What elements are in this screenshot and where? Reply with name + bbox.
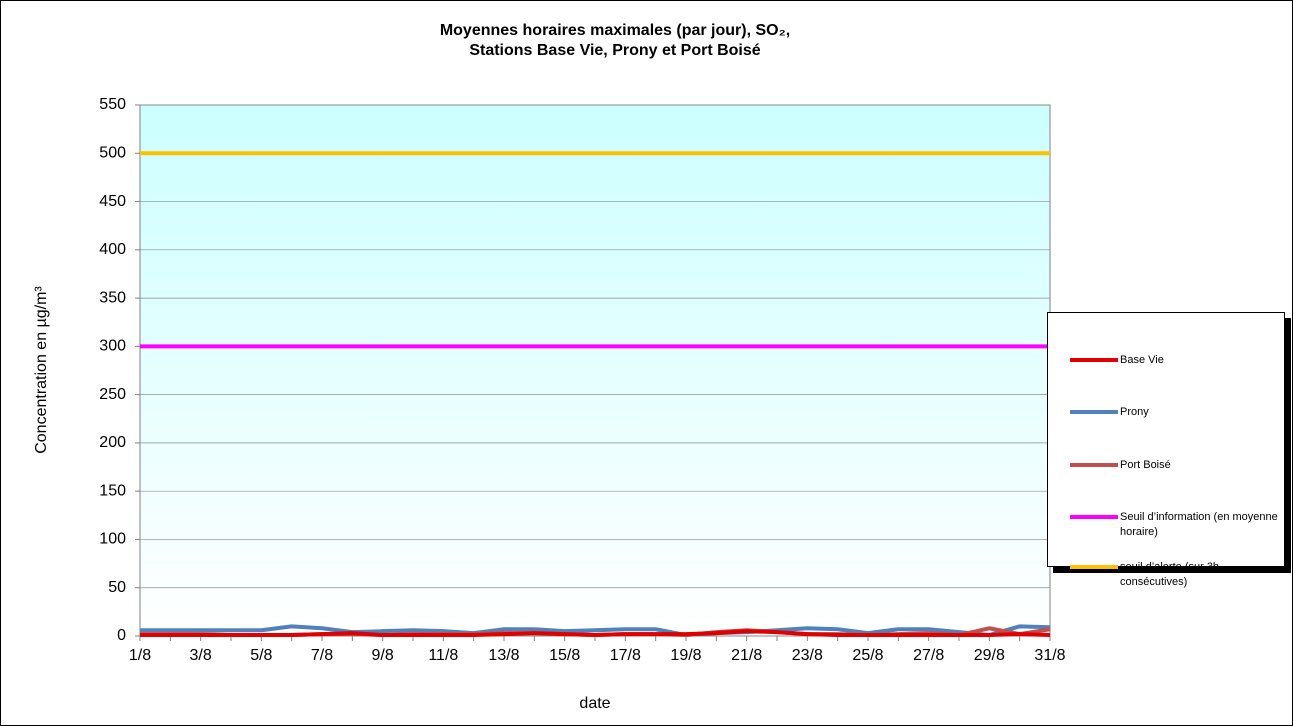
y-tick-label: 200 [99,434,126,451]
x-axis-label: date [579,695,610,712]
x-tick-label: 27/8 [913,647,944,664]
series-line [140,629,1051,638]
x-tick-label: 23/8 [792,647,823,664]
x-tick-label: 11/8 [428,647,458,664]
chart-title: Stations Base Vie, Prony et Port Boisé [469,42,760,59]
x-tick-label: 3/8 [190,647,212,664]
chart-title: Moyennes horaires maximales (par jour), … [440,22,790,39]
x-tick-label: 1/8 [129,647,151,664]
y-tick-label: 350 [99,289,126,306]
legend-item: Seuil d’information (en moyenne horaire) [1070,510,1280,540]
x-tick-label: 13/8 [488,647,519,664]
x-tick-label: 9/8 [372,647,394,664]
legend-label: Prony [1120,406,1149,418]
y-tick-label: 100 [99,531,126,548]
legend-swatch [1070,463,1118,467]
y-tick-label: 500 [99,144,126,161]
x-tick-label: 25/8 [852,647,883,664]
x-tick-label: 21/8 [731,647,762,664]
y-tick-label: 150 [99,482,126,499]
x-tick-label: 15/8 [549,647,580,664]
legend-swatch [1070,410,1118,414]
legend-swatch [1070,515,1118,519]
y-tick-label: 550 [99,96,126,113]
legend-item: Prony [1070,405,1280,420]
legend-item: seuil d’alerte (sur 3h consécutives) [1070,560,1280,590]
legend-item: Base Vie [1070,353,1280,368]
legend-swatch [1070,565,1118,569]
x-tick-label: 31/8 [1034,647,1065,664]
legend-label: Seuil d’information (en moyenne horaire) [1120,511,1278,538]
x-tick-label: 17/8 [610,647,641,664]
y-tick-label: 50 [108,579,126,596]
y-tick-label: 300 [99,338,126,355]
x-tick-label: 7/8 [311,647,333,664]
y-axis-label: Concentration en µg/m³ [33,286,50,454]
legend-label: Base Vie [1120,354,1164,366]
x-tick-label: 29/8 [974,647,1005,664]
legend-item: Port Boisé [1070,458,1280,473]
y-tick-label: 400 [99,241,126,258]
plot-area [139,104,1051,637]
x-tick-label: 19/8 [670,647,701,664]
legend-label: seuil d’alerte (sur 3h consécutives) [1120,561,1220,588]
legend-swatch [1070,358,1118,362]
y-tick-label: 450 [99,193,126,210]
y-tick-label: 250 [99,386,126,403]
legend-label: Port Boisé [1120,459,1171,471]
legend: Base Vie Prony Port Boisé Seuil d’informati… [1047,312,1285,588]
y-tick-label: 0 [117,627,126,644]
x-tick-label: 5/8 [250,647,272,664]
series-line [140,624,1051,638]
